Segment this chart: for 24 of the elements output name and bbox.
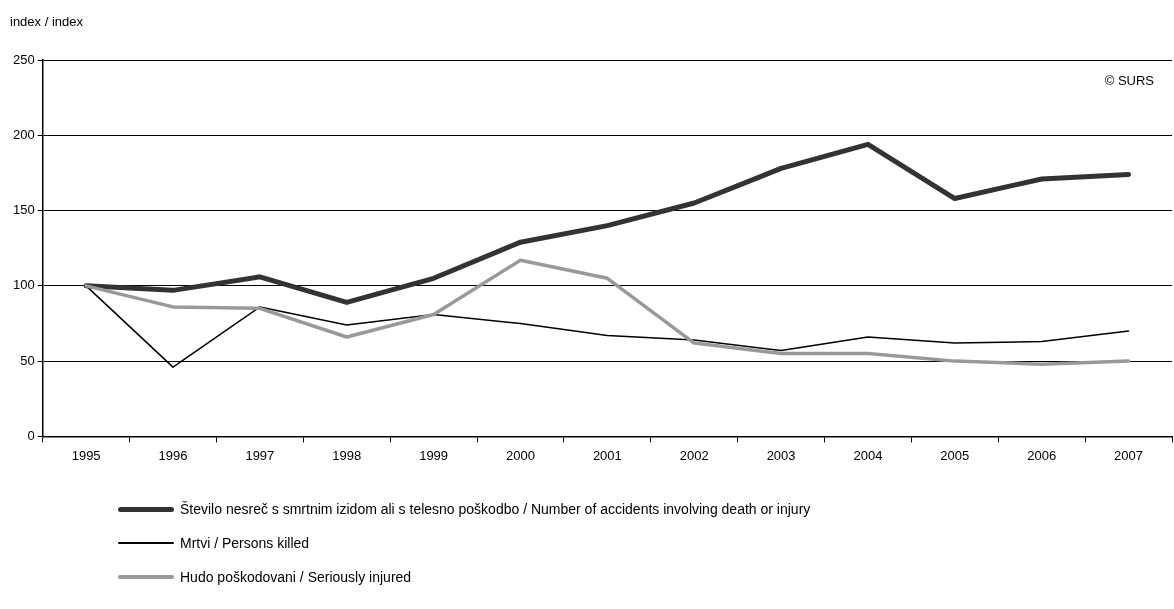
x-tick-label: 2004 (853, 447, 883, 463)
y-tick-label: 100 (12, 277, 35, 293)
x-tick-label: 2002 (679, 447, 709, 463)
y-tick-label: 150 (12, 202, 35, 218)
legend-label: Hudo poškodovani / Seriously injured (180, 569, 412, 585)
y-tick-label: 200 (12, 126, 35, 142)
annotation: © SURS (1104, 73, 1155, 89)
x-tick-label: 1996 (158, 447, 188, 463)
y-tick-label: 50 (20, 352, 35, 368)
x-tick-label: 1997 (245, 447, 275, 463)
x-tick-label: 1998 (332, 447, 362, 463)
legend-label: Mrtvi / Persons killed (180, 535, 310, 551)
x-tick-label: 2001 (592, 447, 622, 463)
legend-label: Število nesreč s smrtnim izidom ali s telesno poškodbo / Number of accidents involving death or injury (180, 501, 811, 517)
x-tick-label: 1995 (71, 447, 101, 463)
y-tick-label: 0 (27, 427, 35, 443)
x-tick-label: 2005 (940, 447, 970, 463)
y-tick-label: 250 (12, 51, 35, 67)
x-tick-label: 2007 (1114, 447, 1144, 463)
x-tick-label: 1999 (419, 447, 449, 463)
x-tick-label: 2003 (766, 447, 796, 463)
x-tick-label: 2006 (1027, 447, 1057, 463)
y-axis-title: index / index (10, 14, 83, 29)
x-tick-label: 2000 (506, 447, 535, 463)
